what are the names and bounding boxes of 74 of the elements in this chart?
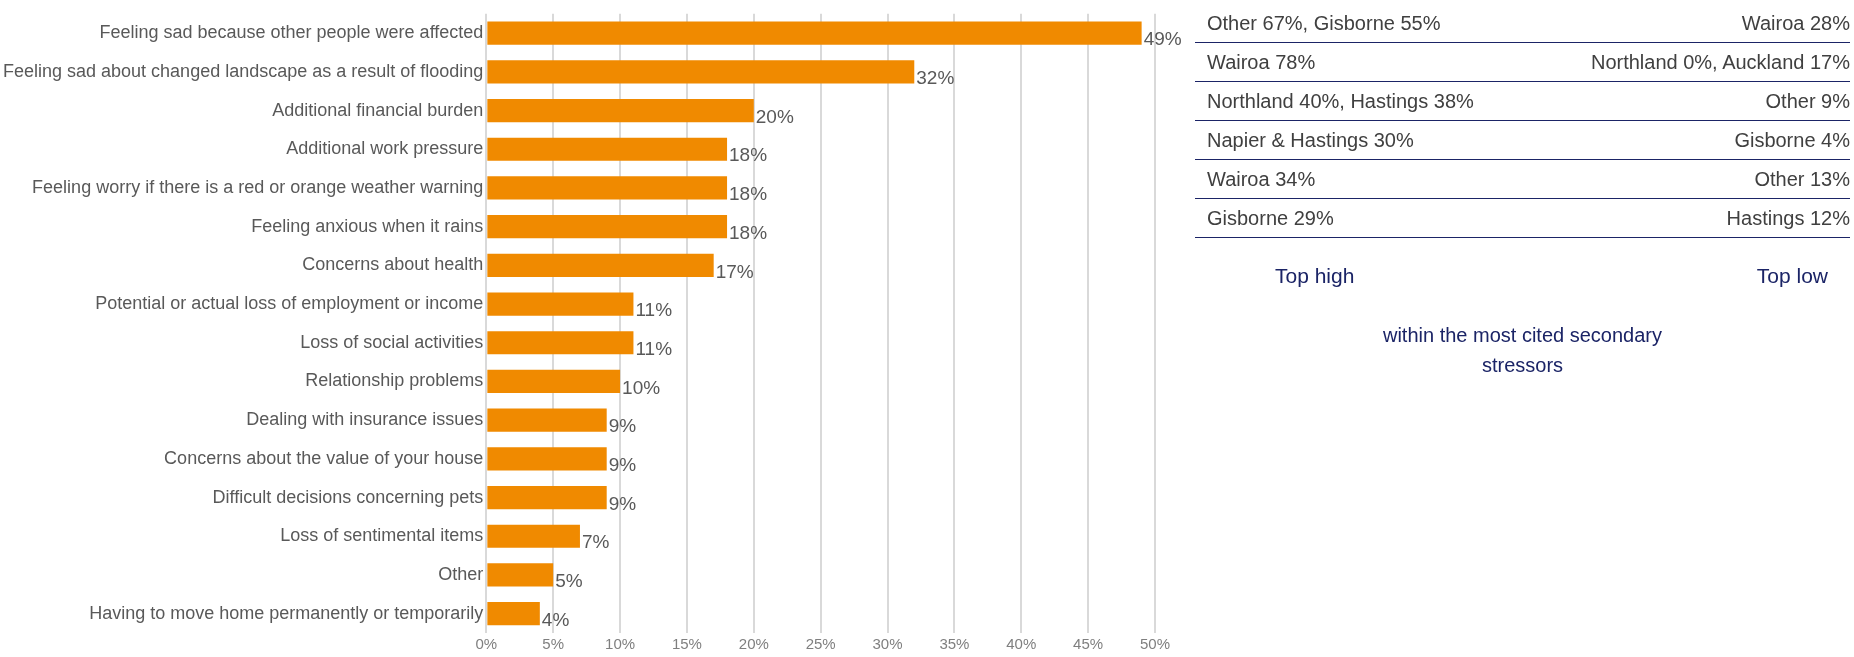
data-label: 20%	[755, 105, 794, 127]
x-tick-label: 0%	[475, 635, 498, 653]
data-label: 11%	[635, 337, 673, 359]
x-tick-label: 15%	[671, 635, 702, 653]
y-tick-label: Feeling anxious when it rains	[251, 215, 484, 236]
bar	[487, 602, 540, 626]
text: Other 9%	[1765, 89, 1850, 113]
text: Gisborne 29%	[1206, 206, 1334, 230]
x-tick-label: 50%	[1139, 635, 1171, 653]
bar	[487, 21, 1142, 45]
data-label: 18%	[729, 183, 768, 205]
data-label: 5%	[555, 570, 583, 592]
bar	[487, 331, 634, 355]
bar	[487, 485, 607, 510]
text: Napier & Hastings 30%	[1206, 128, 1414, 152]
text: Northland 40%, Hastings 38%	[1206, 89, 1474, 113]
data-label: 49%	[1143, 28, 1182, 50]
text: Wairoa 78%	[1206, 50, 1316, 74]
text: Hastings 12%	[1726, 206, 1850, 230]
bar	[487, 253, 714, 277]
bar	[487, 447, 607, 471]
text: Wairoa 34%	[1206, 167, 1316, 191]
bar	[487, 369, 621, 394]
y-tick-label: Additional work pressure	[286, 138, 484, 159]
y-tick-label: Concerns about the value of your house	[164, 447, 484, 468]
text: Top low	[1756, 264, 1829, 288]
data-label: 4%	[541, 608, 570, 630]
bar	[487, 137, 728, 161]
y-tick-label: Difficult decisions concerning pets	[212, 486, 484, 507]
text: within the most cited secondary stressors	[1382, 323, 1663, 378]
bar	[487, 60, 915, 84]
text: Other 67%, Gisborne 55%	[1206, 11, 1441, 35]
bar	[487, 408, 607, 432]
y-tick-label: Loss of social activities	[300, 331, 484, 352]
y-tick-label: Other	[438, 563, 484, 584]
data-label: 9%	[608, 492, 637, 514]
data-label: 17%	[715, 260, 754, 282]
data-label: 9%	[608, 415, 637, 437]
x-tick-label: 45%	[1073, 635, 1104, 653]
text: Other 13%	[1754, 167, 1850, 191]
y-tick-label: Additional financial burden	[272, 99, 484, 120]
x-tick-label: 10%	[605, 635, 636, 653]
bar	[487, 292, 634, 316]
bar	[487, 176, 728, 200]
data-label: 10%	[622, 376, 661, 398]
text: Northland 0%, Auckland 17%	[1590, 50, 1850, 74]
bar	[487, 215, 728, 239]
x-tick-label: 40%	[1006, 635, 1037, 653]
text: Wairoa 28%	[1741, 11, 1850, 35]
data-label: 7%	[581, 531, 610, 553]
y-tick-label: Feeling sad because other people were affected	[99, 22, 484, 43]
data-label: 32%	[916, 67, 955, 89]
data-label: 18%	[729, 144, 768, 166]
text: Top high	[1274, 264, 1355, 288]
x-tick-label: 5%	[542, 635, 565, 653]
y-tick-label: Dealing with insurance issues	[246, 409, 484, 430]
bar	[487, 98, 754, 123]
data-label: 11%	[635, 299, 673, 321]
x-tick-label: 25%	[805, 635, 836, 653]
y-tick-label: Feeling sad about changed landscape as a result of flooding	[3, 60, 484, 81]
data-label: 9%	[608, 454, 637, 476]
y-tick-label: Having to move home permanently or temporarily	[89, 602, 484, 623]
y-tick-label: Potential or actual loss of employment or income	[95, 293, 484, 314]
y-tick-label: Loss of sentimental items	[280, 525, 484, 546]
x-tick-label: 35%	[939, 635, 970, 653]
bar	[487, 563, 554, 587]
y-tick-label: Concerns about health	[302, 254, 484, 275]
y-tick-label: Relationship problems	[305, 370, 484, 391]
y-tick-label: Feeling worry if there is a red or orange weather warning	[32, 176, 484, 197]
x-tick-label: 20%	[738, 635, 769, 653]
x-tick-label: 30%	[872, 635, 903, 653]
bar	[487, 524, 580, 548]
data-label: 18%	[729, 221, 768, 243]
text: Gisborne 4%	[1734, 128, 1850, 152]
